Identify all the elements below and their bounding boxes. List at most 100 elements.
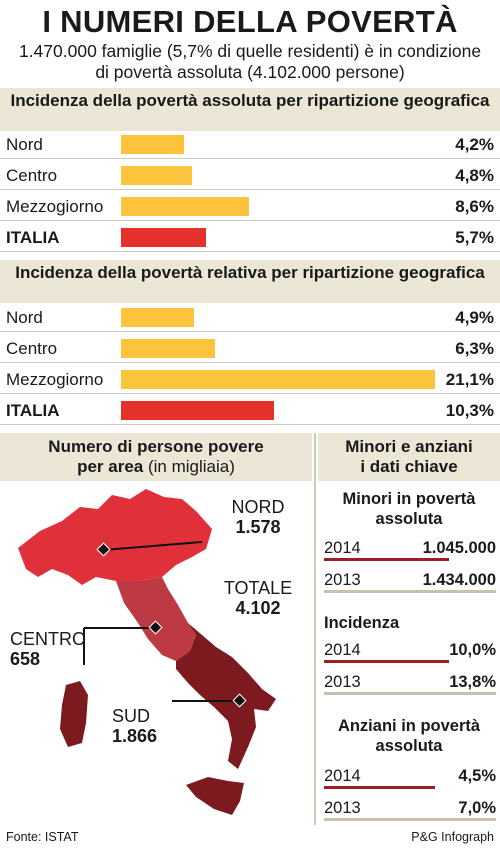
category-label: Centro (6, 166, 58, 185)
data-label: 10,0% (449, 641, 496, 659)
nord-pin (96, 542, 111, 557)
absolute-poverty-title: Incidenza della povertà assoluta per rip… (0, 88, 500, 131)
bar (121, 197, 249, 216)
map-title-area: per area (77, 457, 144, 476)
map-region-nord (18, 489, 212, 585)
bar-row: Nord 4,9% (0, 304, 500, 332)
side-title-line-1: Minori e anziani (345, 437, 473, 456)
category-label: Centro (6, 339, 58, 358)
key-row: 2013 13,8% (324, 671, 496, 695)
totale-label: TOTALE (223, 578, 293, 598)
data-label: 10,3% (445, 401, 494, 420)
data-label: 13,8% (449, 673, 496, 691)
data-label: 4,2% (455, 135, 494, 154)
category-label: ITALIA (6, 228, 60, 247)
data-label: 7,0% (458, 799, 496, 817)
credit-note: P&G Infograph (411, 830, 494, 844)
italy-map (18, 489, 276, 815)
bar (121, 339, 215, 358)
bar-row: Nord 4,2% (0, 131, 500, 159)
bar (324, 590, 496, 593)
category-label: ITALIA (6, 401, 60, 420)
centro-label: CENTRO (10, 629, 86, 649)
bar (121, 228, 206, 247)
bar (121, 166, 193, 185)
minori-title-line-1: Minori in povertà (342, 490, 476, 508)
bar (324, 818, 496, 821)
source-note: Fonte: ISTAT (6, 830, 79, 844)
key-row: 2013 7,0% (324, 797, 496, 821)
minori-title: Minori in povertà assoluta (318, 489, 500, 529)
bar (324, 692, 496, 695)
bar (324, 786, 435, 789)
key-row: 2014 4,5% (324, 765, 496, 789)
map-title: Numero di persone povere per area (in mi… (0, 433, 312, 481)
bar-row: ITALIA 10,3% (0, 397, 500, 425)
data-label: 4,9% (455, 308, 494, 327)
minori-title-line-2: assoluta (375, 510, 443, 528)
year-label: 2013 (324, 571, 361, 589)
data-label: 8,6% (455, 197, 494, 216)
data-label: 1.045.000 (422, 539, 496, 557)
map-title-note: (in migliaia) (143, 457, 235, 476)
year-label: 2013 (324, 799, 361, 817)
map-region-centro (116, 577, 196, 661)
bar-row: ITALIA 5,7% (0, 224, 500, 252)
year-label: 2014 (324, 539, 361, 557)
map-label-centro: CENTRO 658 (10, 629, 110, 669)
data-label: 21,1% (445, 370, 494, 389)
key-row: 2013 1.434.000 (324, 569, 496, 593)
category-label: Nord (6, 135, 43, 154)
bar (324, 558, 450, 561)
category-label: Mezzogiorno (6, 370, 104, 389)
page-title: I NUMERI DELLA POVERTÀ (42, 4, 458, 39)
anziani-title: Anziani in povertà assoluta (318, 716, 500, 756)
nord-label: NORD (231, 497, 285, 517)
map-region-sicilia (186, 777, 244, 815)
centro-pin (148, 620, 163, 635)
bar-row: Mezzogiorno 8,6% (0, 193, 500, 221)
map-region-sardegna (60, 681, 88, 747)
key-row: 2014 1.045.000 (324, 537, 496, 561)
relative-poverty-title: Incidenza della povertà relativa per rip… (0, 260, 500, 303)
year-label: 2013 (324, 673, 361, 691)
subtitle-line-2: di povertà assoluta (4.102.000 persone) (95, 62, 405, 82)
column-divider (314, 433, 316, 825)
incidenza-title: Incidenza (324, 614, 400, 632)
year-label: 2014 (324, 641, 361, 659)
nord-value: 1.578 (235, 517, 281, 537)
map-title-line-1: Numero di persone povere (48, 437, 264, 456)
side-title: Minori e anziani i dati chiave (318, 433, 500, 481)
bar-row: Centro 6,3% (0, 335, 500, 363)
centro-value: 658 (10, 649, 41, 669)
bar (121, 401, 275, 420)
map-label-sud: SUD 1.866 (112, 706, 172, 746)
bar-row: Centro 4,8% (0, 162, 500, 190)
sud-value: 1.866 (112, 726, 158, 746)
data-label: 4,5% (458, 767, 496, 785)
bar (121, 135, 184, 154)
nord-leader (103, 541, 203, 551)
category-label: Nord (6, 308, 43, 327)
map-region-sud (176, 623, 276, 769)
data-label: 1.434.000 (422, 571, 496, 589)
data-label: 6,3% (455, 339, 494, 358)
year-label: 2014 (324, 767, 361, 785)
totale-value: 4.102 (235, 598, 281, 618)
bar-row: Mezzogiorno 21,1% (0, 366, 500, 394)
anziani-title-line-2: assoluta (375, 737, 443, 755)
sud-label: SUD (112, 706, 151, 726)
page-subtitle: 1.470.000 famiglie (5,7% di quelle resid… (0, 41, 500, 83)
map-title-line-2: per area (in migliaia) (0, 457, 312, 477)
map-label-nord: NORD 1.578 (212, 497, 304, 537)
key-row: 2014 10,0% (324, 639, 496, 663)
bar (324, 660, 449, 663)
data-label: 5,7% (455, 228, 494, 247)
data-label: 4,8% (455, 166, 494, 185)
bar (121, 308, 194, 327)
anziani-title-line-1: Anziani in povertà (337, 717, 481, 735)
map-label-totale: TOTALE 4.102 (210, 578, 306, 618)
side-title-line-2: i dati chiave (360, 457, 458, 476)
subtitle-line-1: 1.470.000 famiglie (5,7% di quelle resid… (18, 41, 482, 61)
bar (121, 370, 435, 389)
